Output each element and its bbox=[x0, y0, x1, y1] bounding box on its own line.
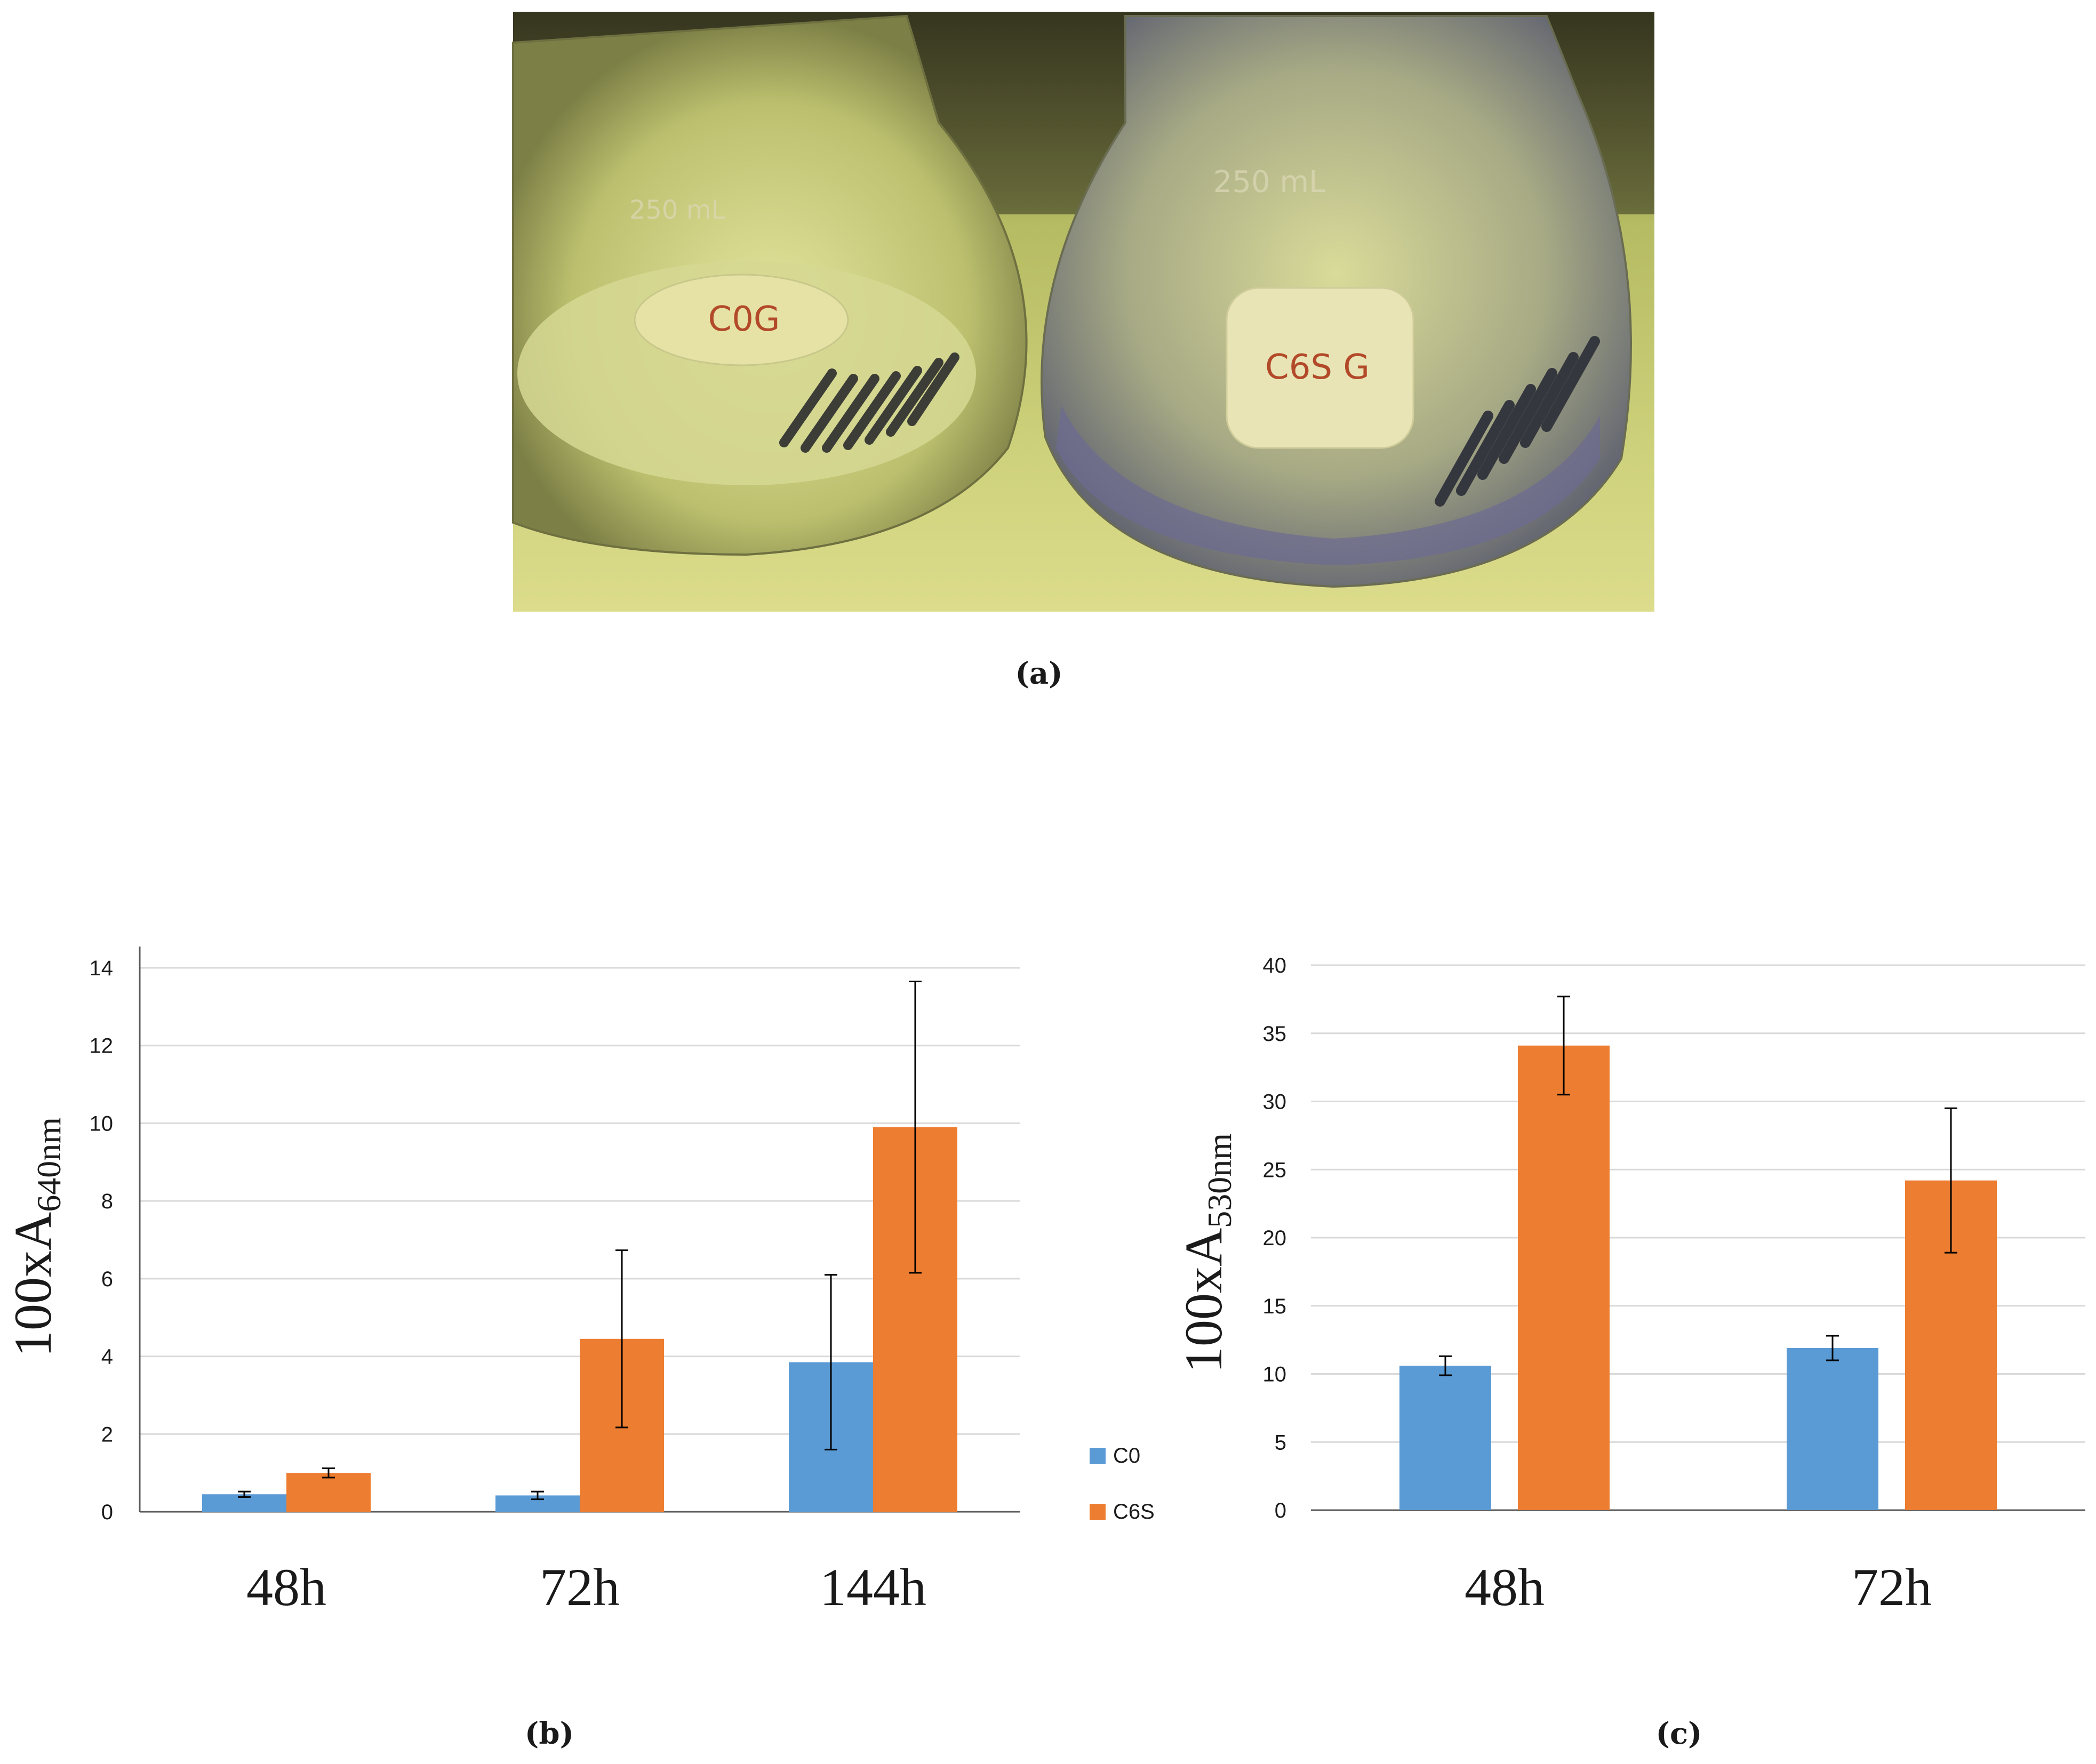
y-tick-label: 0 bbox=[1275, 1499, 1286, 1522]
x-category-label: 72h bbox=[1852, 1558, 1932, 1617]
legend-label-c0: C0 bbox=[1113, 1444, 1140, 1468]
chart-b: 0 2 4 6 8 10 12 14 48h 72h 144h C0 C6S bbox=[90, 947, 1155, 1617]
y-tick-label: 4 bbox=[101, 1345, 113, 1369]
flask-right-tag-text: C6S G bbox=[1265, 348, 1370, 387]
flask-right-liquid bbox=[1056, 405, 1600, 565]
svg-text:100xA530nm: 100xA530nm bbox=[1174, 1133, 1238, 1373]
y-tick-label: 12 bbox=[90, 1035, 114, 1058]
panel-label-a: (a) bbox=[1015, 656, 1062, 691]
y-tick-label: 0 bbox=[101, 1501, 113, 1524]
legend-swatch-c6s bbox=[1090, 1504, 1106, 1520]
y-tick-label: 20 bbox=[1263, 1226, 1287, 1250]
legend-swatch-c0 bbox=[1090, 1448, 1106, 1464]
x-category-label: 144h bbox=[820, 1558, 926, 1617]
flask-left-stir-bar bbox=[779, 352, 959, 453]
flask-right-tag bbox=[1226, 287, 1414, 449]
y-tick-label: 8 bbox=[101, 1190, 113, 1213]
y-tick-label: 40 bbox=[1263, 954, 1287, 977]
photo-panel: C0G 250 mL C6S G 250 mL bbox=[512, 12, 1654, 612]
y-tick-label: 30 bbox=[1263, 1091, 1287, 1114]
chart-b-ylabel-main: 100xA bbox=[3, 1212, 62, 1357]
x-category-label: 48h bbox=[246, 1558, 326, 1617]
bar-c6s bbox=[1518, 1045, 1610, 1510]
x-category-label: 72h bbox=[540, 1558, 620, 1617]
chart-c-ylabel-sub: 530nm bbox=[1201, 1133, 1238, 1228]
chart-c-ylabel-main: 100xA bbox=[1174, 1228, 1233, 1373]
y-tick-label: 15 bbox=[1263, 1295, 1287, 1318]
chart-b-ylabel: 100xA640nm bbox=[3, 1117, 68, 1357]
y-tick-label: 10 bbox=[1263, 1363, 1287, 1386]
flask-right-volume-mark: 250 mL bbox=[1213, 165, 1325, 199]
y-tick-label: 5 bbox=[1275, 1431, 1286, 1454]
bar-c6s bbox=[286, 1473, 371, 1512]
panel-label-b: (b) bbox=[525, 1716, 574, 1751]
y-tick-label: 35 bbox=[1263, 1022, 1287, 1046]
bar-c0 bbox=[1787, 1348, 1878, 1510]
flask-right-stir-bar bbox=[1435, 336, 1600, 507]
legend-label-c6s: C6S bbox=[1113, 1500, 1155, 1524]
y-tick-label: 2 bbox=[101, 1423, 113, 1446]
bar-c0 bbox=[1399, 1366, 1491, 1510]
panel-label-c: (c) bbox=[1655, 1716, 1702, 1751]
y-tick-label: 10 bbox=[90, 1112, 114, 1135]
chart-c-ylabel: 100xA530nm bbox=[1174, 1133, 1238, 1373]
chart-b-ylabel-sub: 640nm bbox=[30, 1117, 68, 1212]
flask-left-tag bbox=[634, 274, 849, 366]
chart-c: 0 5 10 15 20 25 30 35 40 48h 72h bbox=[1263, 954, 2085, 1617]
x-category-label: 48h bbox=[1465, 1558, 1545, 1617]
y-tick-label: 14 bbox=[90, 957, 114, 980]
y-tick-label: 6 bbox=[101, 1268, 113, 1291]
svg-text:100xA640nm: 100xA640nm bbox=[3, 1117, 68, 1357]
flask-left-volume-mark: 250 mL bbox=[629, 195, 726, 225]
y-tick-label: 25 bbox=[1263, 1158, 1287, 1182]
flask-left-tag-text: C0G bbox=[708, 300, 780, 339]
